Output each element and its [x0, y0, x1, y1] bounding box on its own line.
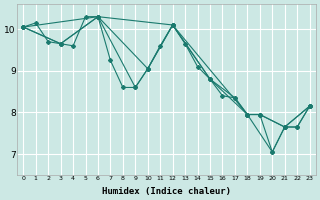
X-axis label: Humidex (Indice chaleur): Humidex (Indice chaleur): [102, 187, 231, 196]
